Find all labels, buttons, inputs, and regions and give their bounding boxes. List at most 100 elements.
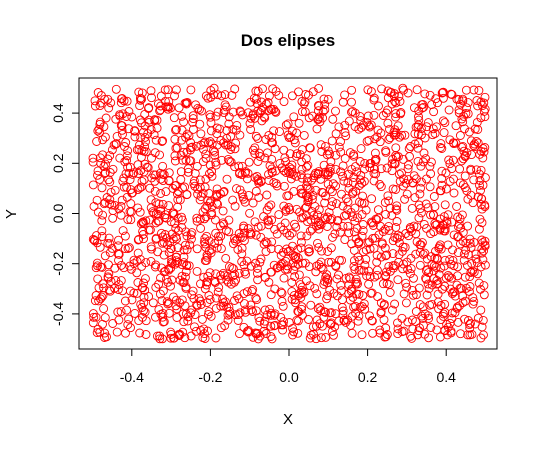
data-point (235, 295, 243, 303)
data-point (246, 119, 254, 127)
data-point (267, 291, 275, 299)
data-point (481, 93, 489, 101)
data-point (341, 91, 349, 99)
x-tick-label: 0.2 (358, 369, 378, 385)
data-point (415, 214, 423, 222)
x-axis-label: X (283, 411, 293, 428)
data-point (332, 165, 340, 173)
data-point (98, 217, 106, 225)
data-point (377, 183, 385, 191)
data-point (115, 236, 123, 244)
data-point (212, 334, 220, 342)
data-point (393, 218, 401, 226)
data-point (452, 122, 460, 130)
data-point (223, 175, 231, 183)
data-point (401, 195, 409, 203)
data-point (430, 193, 438, 201)
data-point (238, 171, 246, 179)
data-point (273, 230, 281, 238)
data-point (219, 207, 227, 215)
data-point (332, 107, 340, 115)
data-point (119, 227, 127, 235)
data-point (263, 149, 271, 157)
data-point (440, 129, 448, 137)
data-points (89, 84, 489, 343)
x-tick-label: -0.4 (120, 369, 144, 385)
data-point (101, 314, 109, 322)
data-point (415, 284, 423, 292)
data-point (122, 329, 130, 337)
data-point (278, 297, 286, 305)
data-point (421, 90, 429, 98)
data-point (207, 312, 215, 320)
data-point (222, 254, 230, 262)
data-point (394, 276, 402, 284)
data-point (120, 264, 128, 272)
data-point (348, 98, 356, 106)
data-point (292, 223, 300, 231)
data-point (461, 172, 469, 180)
data-point (298, 146, 306, 154)
x-axis: -0.4 -0.2 0.0 0.2 0.4 (120, 349, 456, 385)
data-point (112, 85, 120, 93)
x-tick-label: 0.4 (436, 369, 456, 385)
data-point (249, 199, 257, 207)
data-point (398, 314, 406, 322)
data-point (426, 91, 434, 99)
data-point (109, 214, 117, 222)
data-point (314, 305, 322, 313)
data-point (245, 158, 253, 166)
data-point (170, 114, 178, 122)
data-point (361, 159, 369, 167)
y-tick-label: 0.2 (50, 153, 66, 173)
data-point (157, 92, 165, 100)
data-point (290, 113, 298, 121)
data-point (275, 211, 283, 219)
data-point (357, 145, 365, 153)
data-point (263, 191, 271, 199)
data-point (454, 213, 462, 221)
data-point (448, 165, 456, 173)
data-point (300, 131, 308, 139)
data-point (207, 119, 215, 127)
data-point (280, 146, 288, 154)
data-point (123, 306, 131, 314)
data-point (441, 119, 449, 127)
data-point (265, 177, 273, 185)
data-point (141, 275, 149, 283)
data-point (464, 222, 472, 230)
data-point (427, 170, 435, 178)
data-point (426, 183, 434, 191)
data-point (107, 99, 115, 107)
data-point (338, 190, 346, 198)
data-point (404, 318, 412, 326)
data-point (231, 297, 239, 305)
data-point (374, 206, 382, 214)
data-point (454, 233, 462, 241)
data-point (236, 330, 244, 338)
data-point (290, 187, 298, 195)
data-point (368, 195, 376, 203)
data-point (94, 275, 102, 283)
data-point (173, 314, 181, 322)
data-point (338, 296, 346, 304)
y-tick-label: 0.4 (50, 103, 66, 123)
data-point (453, 203, 461, 211)
y-tick-label: 0.0 (50, 204, 66, 224)
chart-title: Dos elipses (241, 31, 336, 50)
data-point (449, 156, 457, 164)
data-point (348, 329, 356, 337)
data-point (252, 132, 260, 140)
data-point (413, 86, 421, 94)
data-point (141, 110, 149, 118)
data-point (305, 316, 313, 324)
data-point (360, 248, 368, 256)
data-point (402, 299, 410, 307)
data-point (414, 157, 422, 165)
data-point (429, 131, 437, 139)
data-point (345, 117, 353, 125)
data-point (196, 120, 204, 128)
y-tick-label: -0.4 (50, 302, 66, 326)
data-point (312, 268, 320, 276)
data-point (475, 225, 483, 233)
